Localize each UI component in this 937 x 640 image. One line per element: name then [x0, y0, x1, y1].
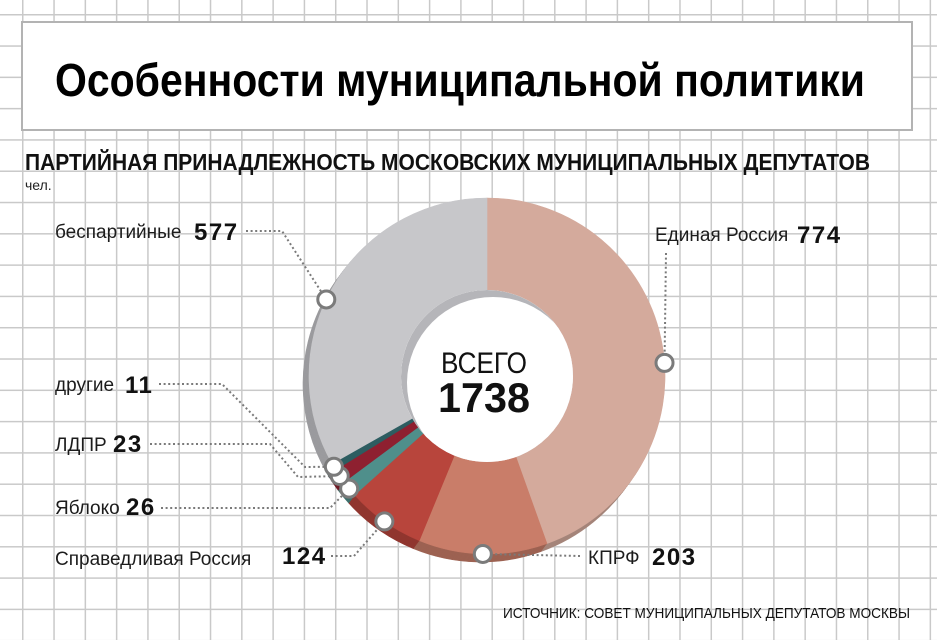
- title-box: [21, 21, 913, 131]
- leader-line-spravedlivaya-rossiya: [331, 520, 386, 557]
- value-ldpr: 23: [113, 431, 143, 458]
- slice-markers: [316, 289, 675, 564]
- unit-label: чел.: [25, 177, 52, 193]
- label-spravedlivaya-rossiya: Справедливая Россия: [55, 549, 251, 570]
- marker-drugie: [323, 456, 344, 477]
- leader-line-drugie: [159, 383, 334, 469]
- value-drugie: 11: [125, 372, 153, 399]
- marker-edinaya-rossiya: [654, 352, 675, 373]
- hole-shade-light: [407, 297, 573, 462]
- label-bespartiynye: беспартийные: [55, 222, 181, 243]
- donut-chart: [302, 197, 666, 563]
- value-bespartiynye: 577: [194, 219, 239, 246]
- marker-spravedlivaya-rossiya: [374, 511, 395, 532]
- total-label: ВСЕГО: [441, 347, 527, 380]
- label-yabloko: Яблоко: [55, 498, 120, 519]
- donut-slices: [308, 197, 666, 555]
- chart-title: ПАРТИЙНАЯ ПРИНАДЛЕЖНОСТЬ МОСКОВСКИХ МУНИ…: [25, 148, 870, 175]
- page-title: Особенности муниципальной политики: [55, 54, 865, 106]
- hole-inner-shade: [401, 290, 573, 462]
- label-edinaya-rossiya: Единая Россия: [655, 225, 788, 246]
- label-drugie: другие: [55, 375, 114, 396]
- value-edinaya-rossiya: 774: [797, 222, 842, 249]
- marker-kprf: [472, 543, 493, 564]
- source-note: ИСТОЧНИК: СОВЕТ МУНИЦИПАЛЬНЫХ ДЕПУТАТОВ …: [503, 605, 910, 622]
- value-spravedlivaya-rossiya: 124: [282, 543, 327, 570]
- label-kprf: КПРФ: [588, 548, 640, 569]
- label-ldpr: ЛДПР: [55, 435, 107, 456]
- leader-line-bespartiynye: [246, 230, 328, 301]
- leader-line-edinaya-rossiya: [663, 252, 667, 363]
- leader-line-yabloko: [161, 487, 350, 509]
- value-yabloko: 26: [126, 494, 156, 521]
- total-value: 1738: [438, 374, 530, 421]
- marker-bespartiynye: [316, 289, 337, 310]
- leader-lines: [150, 230, 667, 557]
- value-kprf: 203: [652, 544, 697, 571]
- leader-line-ldpr: [150, 443, 340, 479]
